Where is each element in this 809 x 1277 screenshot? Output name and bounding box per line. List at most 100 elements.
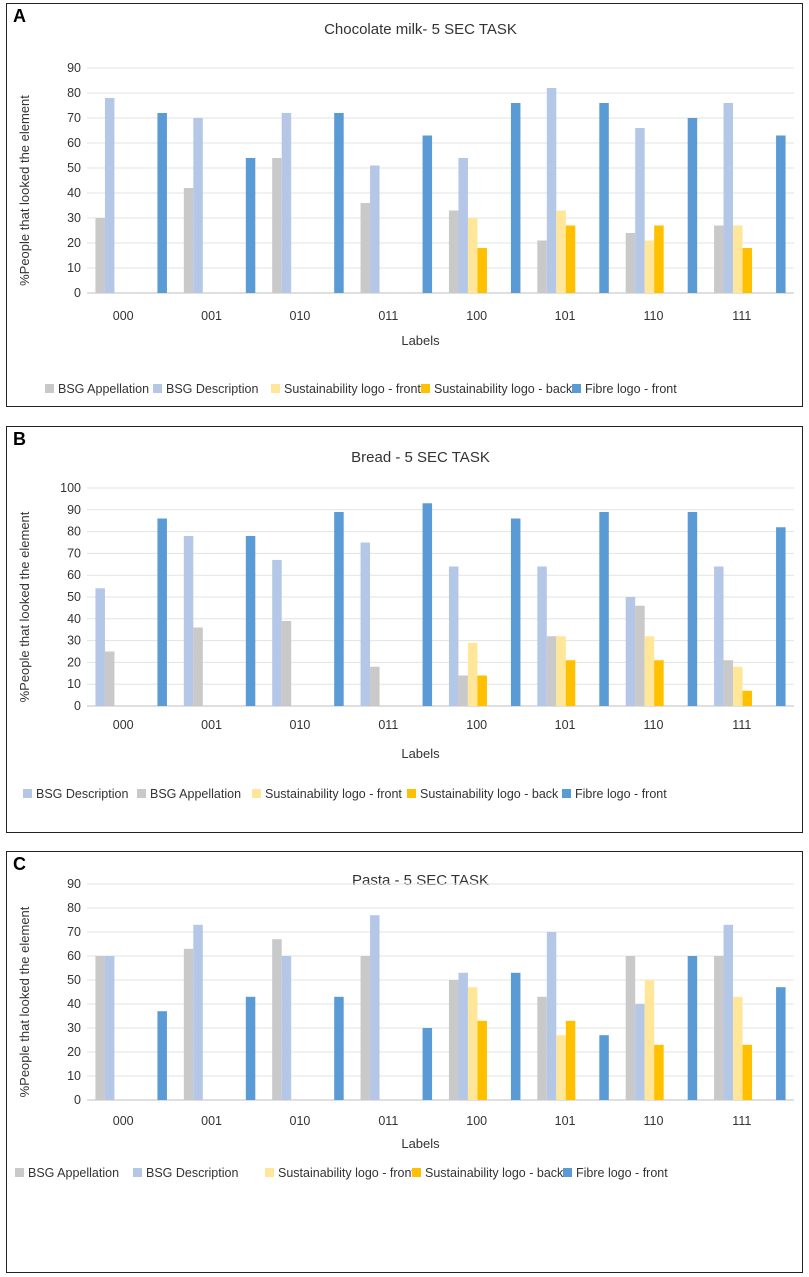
legend-label: BSG Appellation bbox=[28, 1166, 119, 1180]
legend-label: Sustainability logo - back bbox=[434, 382, 573, 396]
x-tick-label: 000 bbox=[113, 1114, 134, 1128]
y-tick-label: 80 bbox=[67, 901, 81, 915]
bar bbox=[467, 642, 478, 706]
bar bbox=[644, 240, 655, 293]
bar bbox=[556, 636, 566, 706]
y-axis-label: %People that looked the element bbox=[17, 511, 32, 702]
bar bbox=[272, 559, 282, 706]
bar bbox=[281, 956, 292, 1100]
bar bbox=[776, 135, 786, 293]
legend-label: Fibre logo - front bbox=[585, 382, 677, 396]
legend-label: Sustainability logo - front bbox=[278, 1166, 415, 1180]
bar bbox=[193, 924, 203, 1100]
legend-label: Fibre logo - front bbox=[576, 1166, 668, 1180]
bar bbox=[742, 1044, 753, 1100]
legend-swatch bbox=[412, 1168, 421, 1177]
panel-letter: C bbox=[13, 854, 26, 874]
y-tick-label: 50 bbox=[67, 590, 81, 604]
y-tick-label: 70 bbox=[67, 111, 81, 125]
x-tick-label: 100 bbox=[466, 309, 487, 323]
x-axis-label: Labels bbox=[401, 1136, 440, 1151]
y-axis-label: %People that looked the element bbox=[17, 95, 32, 286]
y-tick-label: 60 bbox=[67, 136, 81, 150]
bar bbox=[654, 225, 664, 293]
bar bbox=[733, 996, 743, 1100]
bar bbox=[477, 248, 487, 293]
bar bbox=[654, 660, 664, 706]
x-tick-label: 011 bbox=[378, 718, 398, 732]
bar bbox=[193, 627, 203, 706]
legend-label: BSG Description bbox=[146, 1166, 238, 1180]
chart-title: Bread - 5 SEC TASK bbox=[351, 449, 490, 466]
bar bbox=[281, 620, 292, 706]
bar bbox=[546, 932, 557, 1100]
x-tick-label: 111 bbox=[732, 309, 751, 323]
bar bbox=[157, 1011, 167, 1100]
y-tick-label: 20 bbox=[67, 236, 81, 250]
bar bbox=[733, 225, 743, 293]
bar bbox=[687, 511, 698, 706]
y-tick-label: 50 bbox=[67, 973, 81, 987]
y-tick-label: 30 bbox=[67, 1021, 81, 1035]
bar bbox=[360, 542, 371, 706]
bar bbox=[448, 566, 459, 706]
bar bbox=[157, 518, 167, 706]
x-axis-label: Labels bbox=[401, 333, 440, 348]
y-tick-label: 40 bbox=[67, 612, 81, 626]
legend-swatch bbox=[137, 789, 146, 798]
legend-label: Fibre logo - front bbox=[575, 787, 667, 801]
bar bbox=[687, 118, 698, 293]
bar bbox=[477, 1020, 487, 1100]
bar bbox=[733, 666, 743, 706]
x-tick-label: 000 bbox=[113, 718, 134, 732]
bar bbox=[537, 566, 547, 706]
bar bbox=[687, 956, 698, 1100]
bar bbox=[360, 956, 371, 1100]
y-tick-label: 70 bbox=[67, 546, 81, 560]
bar bbox=[644, 980, 655, 1100]
bar bbox=[334, 113, 344, 293]
bar bbox=[157, 113, 167, 293]
bar bbox=[635, 128, 645, 293]
y-tick-label: 0 bbox=[74, 286, 81, 300]
legend-swatch bbox=[271, 384, 280, 393]
legend-swatch bbox=[23, 789, 32, 798]
y-tick-label: 60 bbox=[67, 949, 81, 963]
y-tick-label: 40 bbox=[67, 997, 81, 1011]
x-tick-label: 000 bbox=[113, 309, 134, 323]
bar bbox=[556, 210, 566, 293]
y-tick-label: 0 bbox=[74, 1093, 81, 1107]
chart-svg: Pasta - 5 SEC TASK0102030405060708090000… bbox=[15, 872, 794, 1180]
bar bbox=[556, 1035, 566, 1100]
x-tick-label: 101 bbox=[555, 718, 576, 732]
bar bbox=[742, 248, 753, 293]
legend-label: Sustainability logo - front bbox=[265, 787, 402, 801]
y-tick-label: 0 bbox=[74, 699, 81, 713]
chart-svg: Bread - 5 SEC TASK0102030405060708090100… bbox=[17, 449, 794, 801]
bar bbox=[776, 527, 786, 706]
bar bbox=[565, 660, 576, 706]
x-tick-label: 001 bbox=[201, 309, 222, 323]
bar bbox=[510, 972, 521, 1100]
legend-label: BSG Description bbox=[166, 382, 258, 396]
bar bbox=[635, 605, 645, 706]
chart-title: Pasta - 5 SEC TASK bbox=[352, 872, 489, 889]
y-tick-label: 90 bbox=[67, 877, 81, 891]
bar bbox=[104, 651, 115, 706]
legend-swatch bbox=[421, 384, 430, 393]
bar bbox=[448, 980, 459, 1100]
legend-label: Sustainability logo - back bbox=[420, 787, 559, 801]
y-tick-label: 90 bbox=[67, 503, 81, 517]
x-tick-label: 010 bbox=[290, 309, 311, 323]
chart-title: Chocolate milk- 5 SEC TASK bbox=[324, 21, 517, 38]
bar bbox=[510, 103, 521, 293]
legend-swatch bbox=[45, 384, 54, 393]
bar bbox=[95, 218, 105, 293]
legend-swatch bbox=[153, 384, 162, 393]
bar bbox=[334, 511, 344, 706]
bar bbox=[334, 996, 344, 1100]
y-tick-label: 90 bbox=[67, 61, 81, 75]
x-tick-label: 101 bbox=[555, 1114, 576, 1128]
x-tick-label: 100 bbox=[466, 718, 487, 732]
legend-label: BSG Description bbox=[36, 787, 128, 801]
